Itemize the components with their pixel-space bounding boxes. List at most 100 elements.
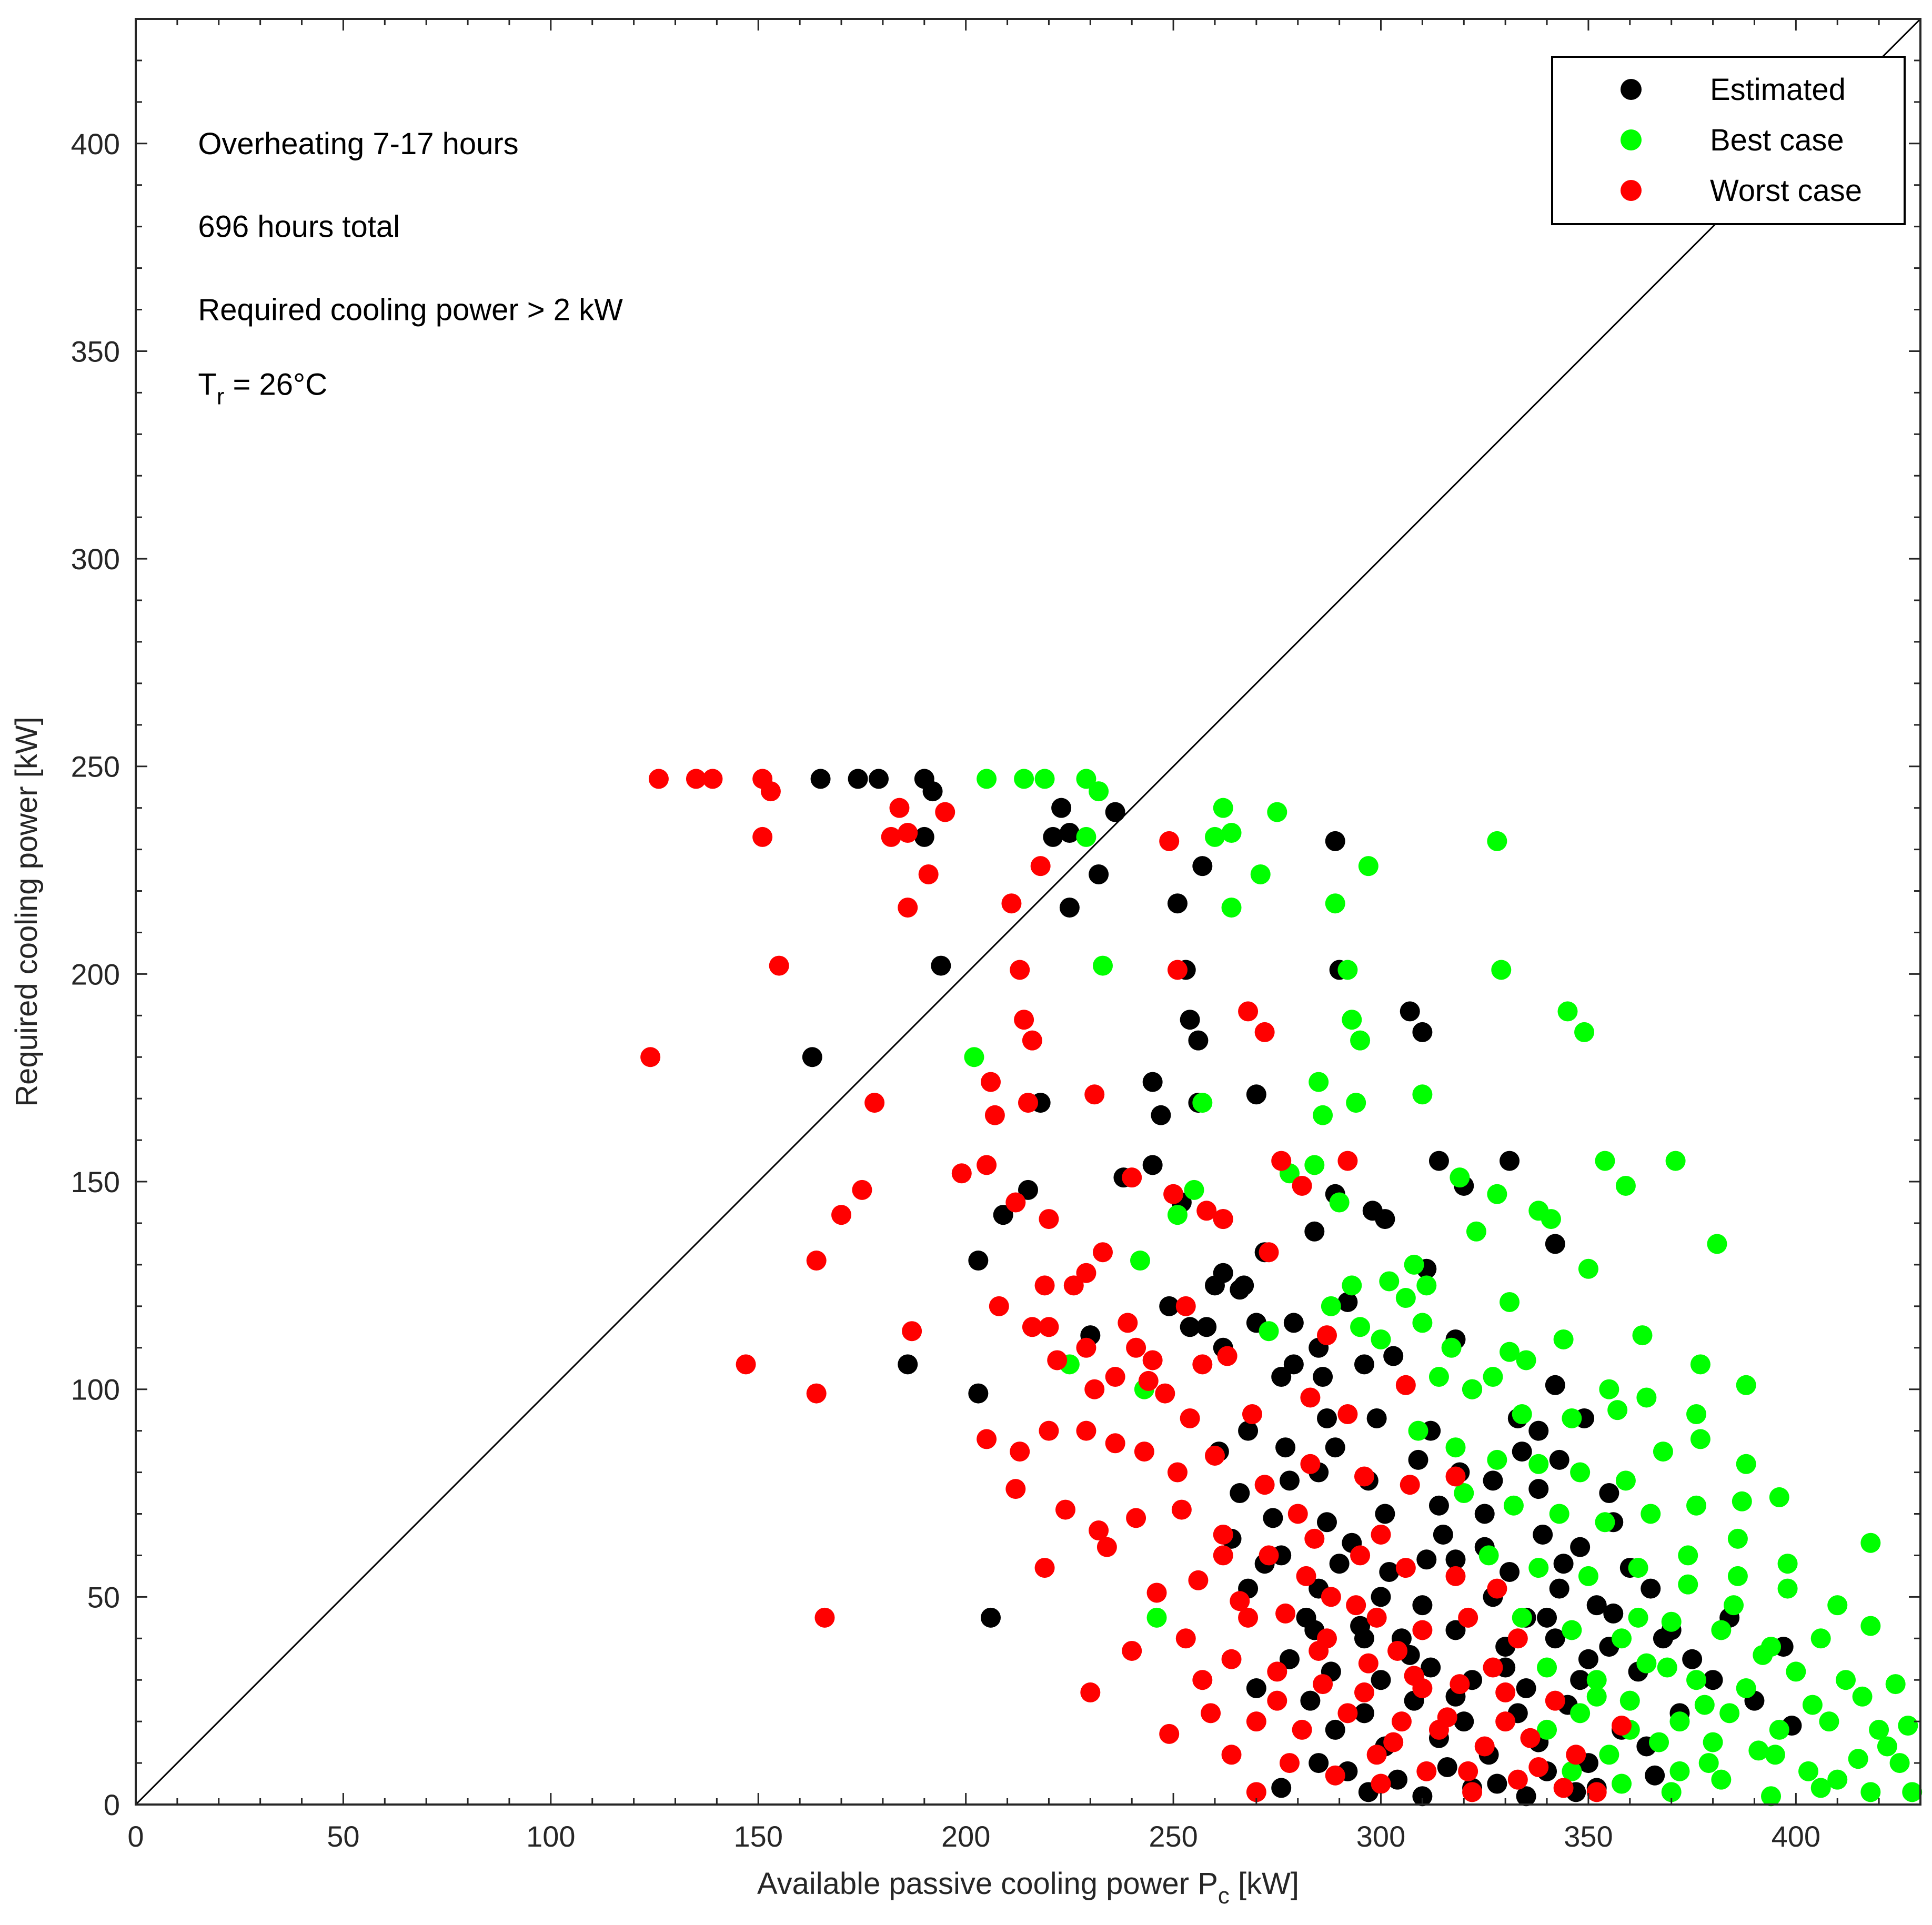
data-point bbox=[1034, 1275, 1055, 1296]
legend-marker-best-case bbox=[1621, 129, 1642, 150]
data-point bbox=[1188, 1570, 1209, 1590]
data-point bbox=[1595, 1151, 1615, 1171]
data-point bbox=[1869, 1719, 1889, 1740]
data-point bbox=[918, 864, 939, 884]
data-point bbox=[1395, 1558, 1416, 1578]
data-point bbox=[1665, 1151, 1686, 1171]
data-point bbox=[1342, 1275, 1362, 1296]
data-point bbox=[993, 1205, 1013, 1225]
data-point bbox=[1458, 1761, 1478, 1781]
data-point bbox=[1358, 856, 1378, 876]
data-point bbox=[1022, 1317, 1042, 1337]
data-point bbox=[1118, 1313, 1138, 1333]
data-point bbox=[1105, 1433, 1125, 1454]
data-point bbox=[1371, 1773, 1391, 1794]
data-point bbox=[1395, 1288, 1416, 1308]
data-point bbox=[1545, 1690, 1565, 1711]
y-tick-label: 350 bbox=[71, 335, 120, 368]
data-point bbox=[1383, 1732, 1404, 1752]
data-point bbox=[1043, 827, 1063, 847]
data-point bbox=[1483, 1470, 1503, 1491]
data-point bbox=[1724, 1595, 1744, 1616]
data-point bbox=[1387, 1769, 1408, 1790]
data-point bbox=[864, 1093, 885, 1113]
data-point bbox=[1250, 864, 1271, 884]
x-tick-label: 350 bbox=[1564, 1820, 1613, 1853]
legend-label-best-case: Best case bbox=[1710, 123, 1844, 157]
data-point bbox=[1039, 1317, 1059, 1337]
data-point bbox=[1034, 769, 1055, 789]
data-point bbox=[1039, 1209, 1059, 1229]
data-point bbox=[1084, 1084, 1105, 1105]
data-point bbox=[1337, 1151, 1358, 1171]
y-tick-label: 0 bbox=[104, 1788, 120, 1821]
data-point bbox=[1500, 1561, 1520, 1582]
data-point bbox=[1122, 1167, 1142, 1188]
data-point bbox=[1196, 1317, 1217, 1337]
data-point bbox=[1412, 1084, 1433, 1105]
data-point bbox=[1350, 1030, 1371, 1051]
data-point bbox=[1267, 802, 1287, 822]
data-point bbox=[1366, 1607, 1387, 1628]
data-point bbox=[1412, 1786, 1433, 1807]
data-point bbox=[1445, 1566, 1466, 1586]
data-point bbox=[1346, 1093, 1366, 1113]
data-point bbox=[1180, 1408, 1200, 1428]
data-point bbox=[1204, 827, 1225, 847]
data-point bbox=[1690, 1429, 1710, 1449]
x-tick-label: 50 bbox=[327, 1820, 359, 1853]
data-point bbox=[1860, 1616, 1881, 1636]
data-point bbox=[1628, 1607, 1648, 1628]
data-point bbox=[964, 1047, 984, 1067]
data-point bbox=[1089, 781, 1109, 802]
annotation-temp-symbol: T bbox=[198, 368, 216, 402]
axes-layer: 0 50 100 150 200 250 300 350 400 0 50 100 150 200 250 3… bbox=[71, 18, 1921, 1853]
data-point bbox=[1196, 1201, 1217, 1221]
data-point bbox=[769, 955, 789, 976]
data-point bbox=[1076, 827, 1096, 847]
data-point bbox=[1516, 1350, 1536, 1370]
data-point bbox=[1309, 1753, 1329, 1773]
data-point bbox=[736, 1354, 756, 1375]
data-point bbox=[1246, 1782, 1266, 1802]
data-point bbox=[1350, 1545, 1371, 1566]
data-point bbox=[1769, 1719, 1789, 1740]
x-tick-label: 100 bbox=[526, 1820, 575, 1853]
data-point bbox=[1703, 1670, 1723, 1690]
data-point bbox=[1304, 1528, 1325, 1549]
data-point bbox=[869, 769, 889, 789]
data-point bbox=[1570, 1670, 1591, 1690]
data-point bbox=[1836, 1670, 1856, 1690]
data-point bbox=[1698, 1753, 1719, 1773]
data-point bbox=[1275, 1437, 1296, 1458]
data-point bbox=[881, 827, 901, 847]
data-point bbox=[1686, 1404, 1707, 1425]
data-point bbox=[977, 769, 997, 789]
data-point bbox=[1395, 1375, 1416, 1395]
data-point bbox=[1142, 1350, 1163, 1370]
data-point bbox=[1358, 1653, 1378, 1674]
data-point bbox=[1528, 1420, 1549, 1441]
data-point bbox=[1533, 1524, 1553, 1545]
data-point bbox=[1055, 1499, 1075, 1520]
data-point bbox=[1254, 1022, 1275, 1042]
data-point bbox=[1462, 1379, 1483, 1399]
data-point bbox=[1221, 1649, 1242, 1669]
data-point bbox=[1777, 1554, 1798, 1574]
annotation-room-temperature: Tr = 26°C bbox=[198, 368, 327, 410]
data-point bbox=[1562, 1620, 1582, 1640]
data-point bbox=[1736, 1375, 1756, 1395]
data-point bbox=[1018, 1093, 1038, 1113]
data-point bbox=[1213, 1209, 1233, 1229]
data-point bbox=[1528, 1558, 1549, 1578]
data-point bbox=[1192, 1670, 1213, 1690]
data-point bbox=[1682, 1649, 1703, 1669]
data-point bbox=[1412, 1313, 1433, 1333]
data-point bbox=[1437, 1757, 1457, 1777]
data-point bbox=[1076, 1263, 1096, 1283]
data-point bbox=[640, 1047, 661, 1067]
data-point bbox=[1159, 831, 1180, 851]
data-point bbox=[702, 769, 723, 789]
data-point bbox=[981, 1072, 1001, 1092]
